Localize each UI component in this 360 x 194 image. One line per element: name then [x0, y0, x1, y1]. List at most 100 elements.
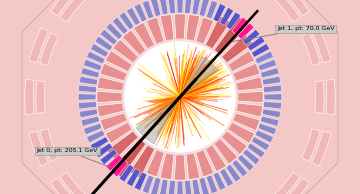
Wedge shape [174, 14, 186, 40]
Wedge shape [174, 154, 186, 180]
Wedge shape [213, 172, 226, 190]
Wedge shape [80, 109, 98, 118]
Wedge shape [235, 77, 263, 91]
Wedge shape [302, 129, 320, 161]
Wedge shape [274, 172, 300, 194]
Wedge shape [185, 180, 192, 194]
Wedge shape [97, 103, 125, 117]
Wedge shape [258, 59, 276, 71]
Wedge shape [232, 160, 248, 177]
Wedge shape [251, 43, 270, 57]
Wedge shape [81, 116, 99, 126]
Wedge shape [262, 109, 280, 118]
Wedge shape [232, 113, 260, 131]
Wedge shape [95, 36, 113, 51]
Wedge shape [105, 50, 132, 72]
Wedge shape [199, 178, 210, 194]
Wedge shape [112, 17, 128, 34]
Wedge shape [126, 168, 140, 187]
Wedge shape [100, 63, 128, 81]
Wedge shape [119, 12, 134, 30]
Wedge shape [180, 57, 218, 97]
Wedge shape [87, 51, 105, 64]
Wedge shape [302, 33, 320, 65]
Wedge shape [134, 4, 147, 22]
Wedge shape [264, 102, 282, 109]
Wedge shape [168, 180, 175, 194]
Circle shape [123, 41, 237, 153]
Wedge shape [205, 16, 231, 49]
Wedge shape [122, 39, 238, 155]
Wedge shape [105, 122, 132, 144]
Wedge shape [255, 130, 273, 143]
Wedge shape [136, 97, 180, 144]
Wedge shape [220, 7, 234, 26]
Wedge shape [177, 0, 183, 13]
Wedge shape [232, 17, 248, 34]
Polygon shape [22, 0, 338, 194]
Wedge shape [106, 155, 122, 171]
Wedge shape [60, 0, 86, 22]
Wedge shape [228, 50, 255, 72]
Wedge shape [81, 68, 99, 78]
Text: Jet 0, pt: 205.1 GeV: Jet 0, pt: 205.1 GeV [37, 148, 112, 168]
Wedge shape [199, 0, 210, 16]
Wedge shape [251, 137, 270, 151]
Wedge shape [78, 102, 96, 109]
Wedge shape [220, 168, 234, 187]
Text: Jet 1, pt: 70.0 GeV: Jet 1, pt: 70.0 GeV [232, 27, 334, 42]
Wedge shape [107, 131, 139, 160]
Wedge shape [100, 113, 128, 131]
Wedge shape [100, 149, 117, 165]
Wedge shape [146, 17, 164, 45]
Wedge shape [36, 81, 45, 113]
Wedge shape [112, 160, 128, 177]
Wedge shape [78, 94, 96, 100]
Wedge shape [255, 51, 273, 64]
Wedge shape [326, 79, 335, 115]
Wedge shape [97, 77, 125, 91]
Wedge shape [264, 94, 282, 100]
Wedge shape [142, 0, 154, 19]
Wedge shape [247, 36, 265, 51]
Wedge shape [281, 178, 309, 194]
Wedge shape [235, 103, 263, 117]
Wedge shape [159, 179, 168, 194]
Wedge shape [311, 131, 331, 166]
Wedge shape [134, 22, 155, 49]
Wedge shape [80, 76, 98, 85]
Wedge shape [214, 16, 249, 56]
Wedge shape [192, 0, 201, 15]
Wedge shape [51, 0, 79, 16]
Wedge shape [192, 179, 201, 194]
Wedge shape [177, 181, 183, 194]
Wedge shape [262, 76, 280, 85]
Wedge shape [185, 0, 192, 14]
Wedge shape [78, 85, 96, 92]
Wedge shape [111, 138, 146, 178]
Wedge shape [186, 14, 200, 42]
Wedge shape [95, 143, 113, 158]
Wedge shape [196, 17, 214, 45]
Wedge shape [226, 12, 241, 30]
Wedge shape [90, 43, 109, 57]
Wedge shape [311, 28, 331, 63]
Wedge shape [113, 39, 139, 63]
Wedge shape [142, 175, 154, 194]
Wedge shape [226, 164, 241, 182]
Wedge shape [146, 149, 164, 177]
Wedge shape [274, 0, 300, 22]
Wedge shape [90, 137, 109, 151]
Wedge shape [238, 155, 254, 171]
Wedge shape [243, 29, 260, 45]
Wedge shape [150, 178, 161, 194]
Wedge shape [261, 116, 279, 126]
Wedge shape [221, 131, 247, 155]
Wedge shape [228, 122, 255, 144]
Wedge shape [150, 0, 161, 16]
Wedge shape [122, 30, 146, 56]
Wedge shape [196, 149, 214, 177]
Wedge shape [205, 145, 226, 172]
Wedge shape [159, 0, 168, 15]
Wedge shape [261, 68, 279, 78]
